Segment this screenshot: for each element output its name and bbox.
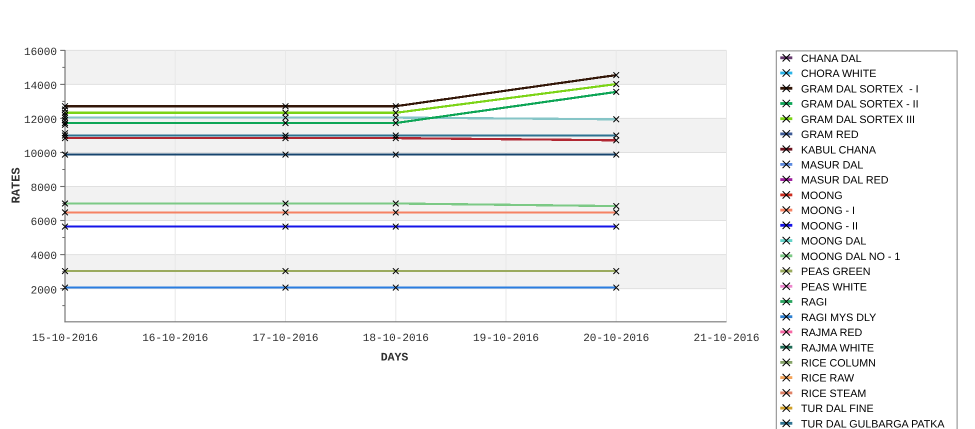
svg-text:RICE RAW: RICE RAW — [801, 373, 855, 385]
svg-text:RICE COLUMN: RICE COLUMN — [801, 358, 876, 370]
svg-text:16-10-2016: 16-10-2016 — [142, 333, 208, 345]
svg-text:KABUL CHANA: KABUL CHANA — [801, 144, 877, 156]
svg-text:GRAM DAL SORTEX - I: GRAM DAL SORTEX - I — [801, 83, 919, 95]
svg-text:19-10-2016: 19-10-2016 — [473, 333, 539, 345]
svg-text:MASUR DAL: MASUR DAL — [801, 160, 863, 172]
svg-text:14000: 14000 — [24, 81, 57, 93]
svg-text:4000: 4000 — [31, 251, 57, 263]
svg-text:MOONG: MOONG — [801, 190, 843, 202]
svg-text:RAJMA RED: RAJMA RED — [801, 327, 862, 339]
svg-text:GRAM RED: GRAM RED — [801, 129, 859, 141]
svg-text:TUR DAL FINE: TUR DAL FINE — [801, 403, 874, 415]
svg-text:RATES: RATES — [10, 167, 24, 203]
svg-text:10000: 10000 — [24, 149, 57, 161]
svg-text:CHORA WHITE: CHORA WHITE — [801, 68, 876, 80]
svg-text:8000: 8000 — [31, 183, 57, 195]
svg-text:DAYS: DAYS — [381, 351, 409, 364]
svg-text:PEAS WHITE: PEAS WHITE — [801, 281, 867, 293]
svg-text:6000: 6000 — [31, 217, 57, 229]
svg-text:GRAM DAL SORTEX III: GRAM DAL SORTEX III — [801, 114, 915, 126]
svg-text:17-10-2016: 17-10-2016 — [252, 333, 318, 345]
svg-text:20-10-2016: 20-10-2016 — [583, 333, 649, 345]
svg-text:15-10-2016: 15-10-2016 — [32, 333, 98, 345]
svg-text:12000: 12000 — [24, 115, 57, 127]
svg-text:GRAM DAL SORTEX - II: GRAM DAL SORTEX - II — [801, 99, 919, 111]
svg-text:TUR DAL GULBARGA PATKA: TUR DAL GULBARGA PATKA — [801, 418, 945, 429]
svg-text:RAGI MYS DLY: RAGI MYS DLY — [801, 312, 876, 324]
svg-text:MOONG DAL: MOONG DAL — [801, 236, 866, 248]
svg-text:MASUR DAL RED: MASUR DAL RED — [801, 175, 889, 187]
svg-text:MOONG - I: MOONG - I — [801, 205, 855, 217]
svg-text:RICE STEAM: RICE STEAM — [801, 388, 866, 400]
svg-text:16000: 16000 — [24, 47, 57, 59]
svg-text:MOONG - II: MOONG - II — [801, 220, 858, 232]
svg-text:PEAS GREEN: PEAS GREEN — [801, 266, 871, 278]
svg-text:RAJMA WHITE: RAJMA WHITE — [801, 342, 874, 354]
svg-text:18-10-2016: 18-10-2016 — [363, 333, 429, 345]
svg-text:MOONG DAL NO - 1: MOONG DAL NO - 1 — [801, 251, 900, 263]
svg-text:21-10-2016: 21-10-2016 — [693, 333, 759, 345]
svg-text:RAGI: RAGI — [801, 297, 827, 309]
svg-text:CHANA DAL: CHANA DAL — [801, 53, 862, 65]
svg-text:2000: 2000 — [31, 285, 57, 297]
